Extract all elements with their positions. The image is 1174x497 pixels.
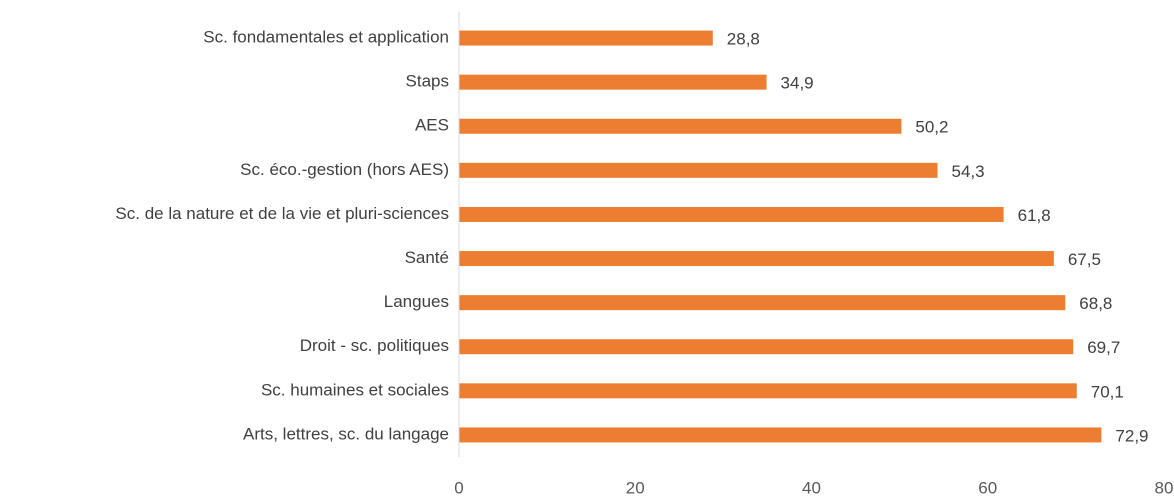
- value-label: 28,8: [727, 30, 760, 49]
- bar: [459, 383, 1077, 399]
- y-tick-label: Santé: [405, 248, 449, 267]
- value-label: 34,9: [781, 74, 814, 93]
- x-tick-label: 80: [1155, 478, 1174, 497]
- value-label: 54,3: [952, 162, 985, 181]
- bar: [459, 162, 938, 178]
- value-label: 72,9: [1115, 426, 1148, 445]
- bar: [459, 251, 1054, 267]
- y-tick-label: AES: [415, 116, 449, 135]
- value-label: 68,8: [1079, 294, 1112, 313]
- y-tick-label: Sc. humaines et sociales: [261, 380, 449, 399]
- x-tick-label: 20: [626, 478, 645, 497]
- y-tick-label: Staps: [406, 72, 449, 91]
- x-tick-label: 60: [978, 478, 997, 497]
- bar: [459, 118, 902, 134]
- y-tick-label: Langues: [384, 292, 449, 311]
- x-tick-label: 0: [454, 478, 463, 497]
- y-tick-label: Sc. fondamentales et application: [203, 28, 449, 47]
- value-label: 61,8: [1018, 206, 1051, 225]
- x-tick-label: 40: [802, 478, 821, 497]
- bar: [459, 295, 1066, 311]
- y-tick-label: Sc. éco.-gestion (hors AES): [240, 160, 449, 179]
- bar: [459, 30, 713, 46]
- y-tick-label: Droit - sc. politiques: [300, 336, 449, 355]
- bar: [459, 427, 1102, 443]
- value-label: 69,7: [1087, 338, 1120, 357]
- value-label: 67,5: [1068, 250, 1101, 269]
- y-tick-label: Arts, lettres, sc. du langage: [243, 424, 449, 443]
- bar: [459, 206, 1004, 222]
- value-label: 50,2: [915, 118, 948, 137]
- bar: [459, 74, 767, 90]
- value-label: 70,1: [1091, 382, 1124, 401]
- bar: [459, 339, 1074, 355]
- y-tick-label: Sc. de la nature et de la vie et pluri-s…: [115, 204, 449, 223]
